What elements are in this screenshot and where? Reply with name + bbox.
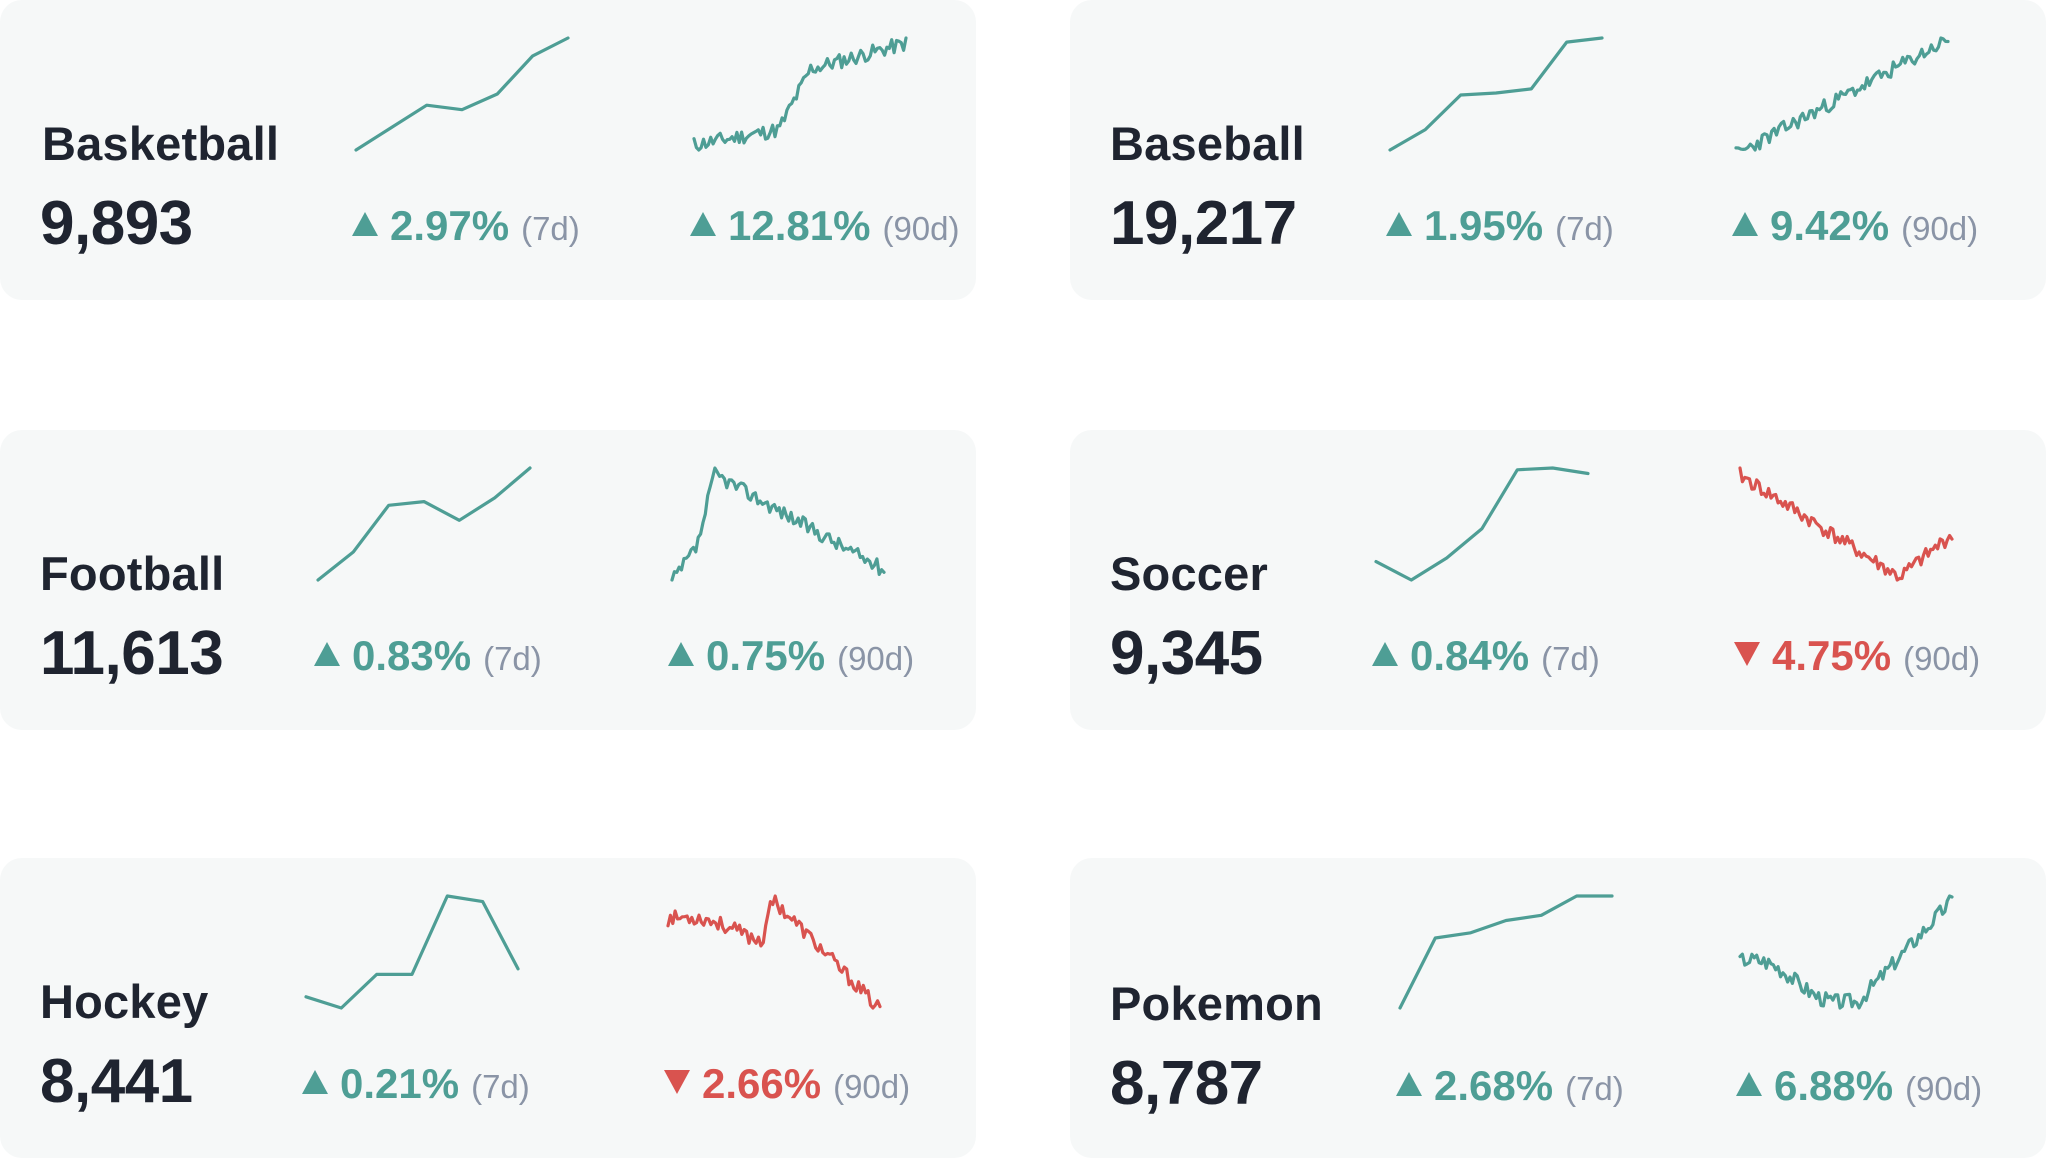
sparkline-series (666, 894, 882, 1010)
change-7d: 0.83% (7d) (314, 632, 542, 680)
change-percent: 0.84% (1410, 632, 1530, 679)
change-percent: 2.97% (390, 202, 510, 249)
card-value: 8,787 (1110, 1049, 1263, 1118)
triangle-up-icon (1732, 212, 1758, 236)
card-hockey[interactable]: Hockey 8,441 0.21% (7d) 2.66% (90d) (0, 858, 976, 1158)
sparkline-90d (1738, 466, 1954, 582)
change-7d: 2.68% (7d) (1396, 1062, 1624, 1110)
card-title: Hockey (40, 975, 209, 1028)
change-7d: 0.21% (7d) (302, 1060, 530, 1108)
change-period: (7d) (471, 1068, 530, 1105)
change-period: (90d) (1903, 640, 1981, 677)
card-football[interactable]: Football 11,613 0.83% (7d) 0.75% (90d) (0, 430, 976, 730)
sparkline-series (304, 894, 520, 1010)
card-value: 9,345 (1110, 619, 1263, 688)
change-period: (7d) (1541, 640, 1600, 677)
change-7d: 0.84% (7d) (1372, 632, 1600, 680)
sparkline-series (1738, 894, 1954, 1010)
sparkline-90d (670, 466, 886, 582)
change-90d: 2.66% (90d) (664, 1060, 910, 1108)
card-basketball[interactable]: Basketball 9,893 2.97% (7d) 12.81% (90d) (0, 0, 976, 300)
change-90d: 9.42% (90d) (1732, 202, 1978, 250)
triangle-up-icon (302, 1070, 328, 1094)
change-period: (90d) (833, 1068, 911, 1105)
sparkline-series (1734, 36, 1950, 152)
triangle-up-icon (1386, 212, 1412, 236)
triangle-up-icon (690, 212, 716, 236)
sparkline-series (354, 36, 570, 152)
card-title: Basketball (42, 117, 280, 170)
change-period: (90d) (882, 210, 960, 247)
card-title: Pokemon (1110, 977, 1323, 1030)
sparkline-7d (1388, 36, 1604, 152)
change-percent: 6.88% (1774, 1062, 1894, 1109)
sparkline-series (1398, 894, 1614, 1010)
change-percent: 2.68% (1434, 1062, 1554, 1109)
change-period: (90d) (1901, 210, 1979, 247)
card-pokemon[interactable]: Pokemon 8,787 2.68% (7d) 6.88% (90d) (1070, 858, 2046, 1158)
sparkline-90d (692, 36, 908, 152)
sparkline-series (692, 36, 908, 152)
change-percent: 2.66% (702, 1060, 822, 1107)
triangle-up-icon (668, 642, 694, 666)
change-90d: 4.75% (90d) (1734, 632, 1980, 680)
change-7d: 1.95% (7d) (1386, 202, 1614, 250)
change-period: (7d) (1565, 1070, 1624, 1107)
card-baseball[interactable]: Baseball 19,217 1.95% (7d) 9.42% (90d) (1070, 0, 2046, 300)
change-7d: 2.97% (7d) (352, 202, 580, 250)
sparkline-7d (304, 894, 520, 1010)
card-title: Football (40, 547, 225, 600)
change-percent: 12.81% (728, 202, 871, 249)
sparkline-90d (1734, 36, 1950, 152)
card-value: 9,893 (40, 189, 193, 258)
card-soccer[interactable]: Soccer 9,345 0.84% (7d) 4.75% (90d) (1070, 430, 2046, 730)
change-percent: 1.95% (1424, 202, 1544, 249)
triangle-up-icon (1736, 1072, 1762, 1096)
card-value: 8,441 (40, 1047, 193, 1116)
change-percent: 0.75% (706, 632, 826, 679)
sparkline-series (1738, 466, 1954, 582)
sparkline-7d (354, 36, 570, 152)
change-90d: 6.88% (90d) (1736, 1062, 1982, 1110)
triangle-up-icon (1372, 642, 1398, 666)
sparkline-series (1374, 466, 1590, 582)
sparkline-7d (316, 466, 532, 582)
sparkline-series (1388, 36, 1604, 152)
change-percent: 9.42% (1770, 202, 1890, 249)
triangle-up-icon (314, 642, 340, 666)
sparkline-7d (1374, 466, 1590, 582)
card-value: 19,217 (1110, 189, 1297, 258)
change-period: (7d) (1555, 210, 1614, 247)
change-90d: 0.75% (90d) (668, 632, 914, 680)
card-title: Soccer (1110, 547, 1268, 600)
sparkline-series (316, 466, 532, 582)
triangle-up-icon (352, 212, 378, 236)
card-title: Baseball (1110, 117, 1305, 170)
sparkline-7d (1398, 894, 1614, 1010)
sparkline-series (670, 466, 886, 582)
card-value: 11,613 (40, 619, 224, 688)
change-percent: 0.21% (340, 1060, 460, 1107)
change-period: (7d) (521, 210, 580, 247)
triangle-down-icon (664, 1070, 690, 1094)
sparkline-90d (1738, 894, 1954, 1010)
change-period: (90d) (1905, 1070, 1983, 1107)
change-90d: 12.81% (90d) (690, 202, 960, 250)
change-period: (7d) (483, 640, 542, 677)
change-period: (90d) (837, 640, 915, 677)
triangle-up-icon (1396, 1072, 1422, 1096)
change-percent: 0.83% (352, 632, 472, 679)
triangle-down-icon (1734, 642, 1760, 666)
sparkline-90d (666, 894, 882, 1010)
change-percent: 4.75% (1772, 632, 1892, 679)
